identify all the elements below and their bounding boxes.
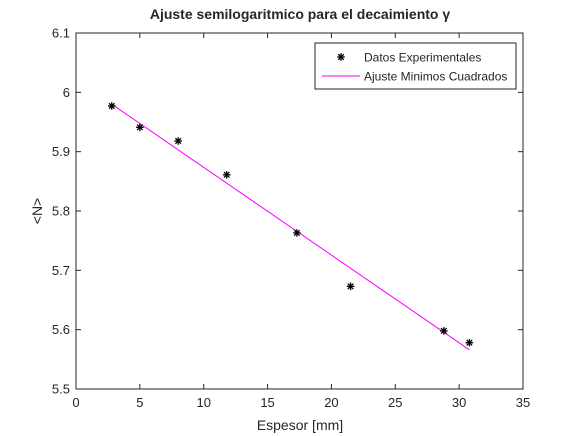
- chart-title: Ajuste semilogaritmico para el decaimien…: [150, 6, 451, 22]
- x-axis-label: Espesor [mm]: [257, 417, 343, 433]
- data-point: [136, 123, 144, 132]
- y-tick-label: 5.6: [52, 322, 70, 337]
- y-tick-label: 6: [63, 85, 70, 100]
- fit-line: [111, 103, 470, 351]
- y-tick-label: 5.9: [52, 144, 70, 159]
- x-tick-label: 10: [196, 395, 210, 410]
- x-tick-label: 20: [324, 395, 338, 410]
- legend-label: Datos Experimentales: [364, 51, 481, 65]
- data-point: [222, 171, 231, 179]
- x-tick-label: 30: [452, 395, 466, 410]
- y-axis-label: <N>: [29, 198, 45, 224]
- y-tick-label: 5.7: [52, 263, 70, 278]
- legend-box: [314, 42, 517, 90]
- x-tick-label: 35: [516, 395, 530, 410]
- data-point: [346, 282, 355, 291]
- legend-label: Ajuste Minimos Cuadrados: [364, 70, 507, 84]
- legend: Datos Experimentales Ajuste Minimos Cuadr…: [314, 42, 517, 90]
- data-point: [465, 338, 474, 347]
- x-tick-label: 25: [388, 395, 402, 410]
- data-point: [293, 229, 301, 237]
- x-tick-label: 15: [260, 395, 274, 410]
- y-tick-label: 5.8: [52, 204, 70, 219]
- data-point: [440, 327, 448, 335]
- x-tick-label: 5: [136, 395, 143, 410]
- plot-area: [75, 32, 524, 390]
- data-point: [174, 137, 182, 145]
- y-tick-label: 6.1: [52, 26, 70, 41]
- data-point: [107, 102, 116, 110]
- y-tick-label: 5.5: [52, 382, 70, 397]
- series-layer: [107, 102, 474, 351]
- y-axis-ticks: 5.5 5.6 5.7 5.8 5.9 6 6.1: [52, 26, 523, 397]
- legend-marker: [337, 53, 345, 61]
- x-tick-label: 0: [72, 395, 79, 410]
- x-axis-ticks: 0 5 10 15 20 25 30 35: [72, 33, 530, 410]
